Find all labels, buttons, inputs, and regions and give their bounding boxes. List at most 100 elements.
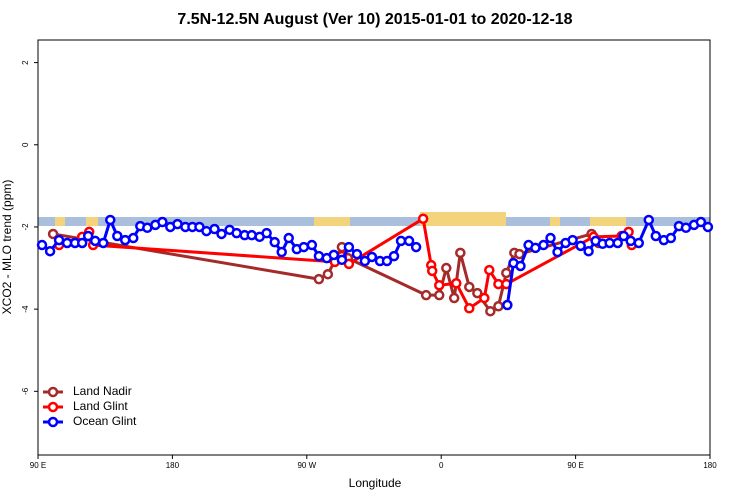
y-tick-label: 2: [21, 60, 30, 65]
data-point: [583, 245, 594, 257]
data-point: [502, 299, 513, 311]
data-point: [643, 214, 655, 226]
legend-label: Land Glint: [73, 399, 128, 413]
land-area: [86, 217, 98, 226]
data-point: [36, 239, 48, 251]
data-point: [53, 234, 65, 246]
y-axis-label: XCO2 - MLO trend (ppm): [0, 180, 14, 315]
data-point: [44, 245, 56, 257]
data-point: [261, 227, 272, 239]
data-point: [112, 230, 123, 242]
data-point: [388, 250, 400, 262]
data-point: [538, 239, 549, 251]
data-point: [276, 246, 287, 258]
data-point: [455, 247, 466, 259]
data-point: [604, 237, 615, 249]
data-point: [479, 292, 490, 304]
data-point: [82, 230, 94, 242]
data-point: [702, 221, 714, 233]
data-point: [472, 287, 483, 299]
data-point: [552, 246, 563, 258]
legend-marker: [47, 401, 59, 413]
data-point: [119, 234, 131, 246]
data-point: [501, 267, 512, 279]
land-area: [55, 217, 65, 226]
data-point: [395, 235, 407, 247]
data-point: [201, 225, 212, 237]
data-point: [426, 265, 438, 277]
data-point: [618, 230, 629, 242]
chart-title: 7.5N-12.5N August (Ver 10) 2015-01-01 to…: [177, 11, 572, 28]
data-point: [343, 241, 355, 253]
data-point: [493, 301, 504, 312]
data-point: [336, 254, 348, 266]
data-point: [313, 273, 325, 285]
data-point: [464, 281, 475, 293]
legend-marker: [47, 416, 59, 428]
data-point: [680, 222, 692, 234]
data-point: [448, 292, 460, 304]
data-point: [283, 232, 294, 244]
data-point: [575, 240, 586, 252]
data-point: [650, 230, 662, 242]
data-point: [209, 223, 220, 235]
data-point: [306, 239, 318, 251]
data-point: [625, 235, 636, 247]
data-point: [530, 242, 541, 254]
data-point: [464, 303, 475, 314]
data-point: [142, 222, 153, 234]
land-area: [314, 217, 350, 226]
legend-label: Ocean Glint: [73, 414, 137, 428]
data-point: [695, 216, 707, 228]
data-point: [269, 236, 280, 248]
data-point: [451, 277, 462, 289]
data-point: [381, 255, 393, 267]
data-point: [567, 234, 578, 246]
data-point: [484, 264, 495, 276]
data-point: [434, 280, 445, 291]
data-point: [485, 305, 496, 317]
land-area: [550, 217, 560, 226]
x-tick-label: 90 E: [567, 461, 583, 470]
legend-marker: [47, 386, 59, 398]
data-point: [98, 237, 109, 249]
data-point: [441, 262, 452, 274]
data-point: [612, 237, 623, 249]
data-point: [157, 216, 168, 228]
data-point: [89, 235, 101, 247]
data-point: [403, 235, 415, 247]
x-tick-label: 90 W: [297, 461, 316, 470]
data-point: [47, 228, 59, 240]
x-tick-label: 0: [439, 461, 444, 470]
data-point: [434, 289, 445, 301]
data-point: [665, 232, 677, 244]
land-area: [590, 217, 626, 226]
data-point: [76, 237, 88, 249]
data-point: [366, 251, 378, 263]
data-point: [417, 213, 429, 224]
land-area: [420, 212, 506, 226]
data-point: [128, 232, 139, 244]
data-point: [105, 214, 116, 226]
legend-label: Land Nadir: [73, 384, 132, 398]
y-tick-label: -4: [21, 305, 30, 313]
data-point: [514, 248, 525, 260]
land-mask: [38, 212, 710, 226]
x-axis-label: Longitude: [349, 476, 402, 490]
x-tick-label: 90 E: [30, 461, 46, 470]
mask-band: [38, 217, 710, 226]
data-point: [515, 260, 526, 272]
data-point: [298, 241, 310, 253]
y-tick-label: -2: [21, 223, 30, 231]
data-point: [420, 289, 432, 301]
data-point: [351, 248, 363, 260]
y-tick-label: 0: [21, 142, 30, 147]
data-point: [328, 249, 340, 261]
data-point: [633, 237, 645, 249]
data-point: [410, 241, 422, 253]
data-point: [322, 268, 334, 280]
data-point: [545, 232, 556, 244]
x-tick-label: 180: [703, 461, 717, 470]
x-tick-label: 180: [166, 461, 180, 470]
